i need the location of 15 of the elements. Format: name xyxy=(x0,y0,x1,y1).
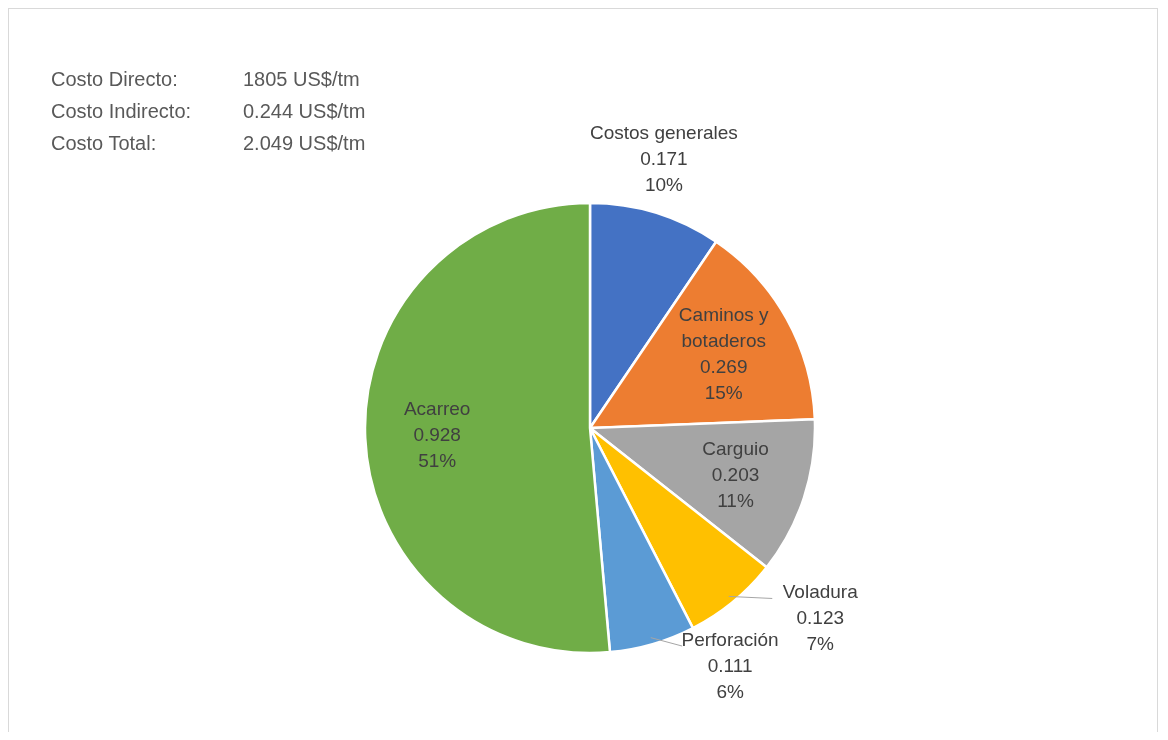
slice-label: Carguio xyxy=(702,438,769,460)
slice-label: Caminos y botaderos xyxy=(678,303,770,351)
text: Costo Total: 2.049 US$/tm xyxy=(51,132,366,154)
data-label: 0.111 6% xyxy=(707,655,753,703)
text: Costo Directo: 1805 US$/tm xyxy=(51,68,360,90)
data-label: 0.123 7% xyxy=(796,607,845,655)
slice-label: Perforación xyxy=(681,629,779,651)
text: Costo Indirecto: 0.244 US$/tm xyxy=(51,100,366,122)
slice-label: Acarreo xyxy=(403,397,471,419)
data-label: 0.928 51% xyxy=(413,423,461,471)
data-label: 0.171 10% xyxy=(640,148,688,196)
data-label: 0.203 11% xyxy=(711,464,760,512)
data-label: 0.269 15% xyxy=(699,355,748,403)
slice-label: Voladura xyxy=(782,581,859,603)
slice-label: Costos generales xyxy=(589,122,738,144)
